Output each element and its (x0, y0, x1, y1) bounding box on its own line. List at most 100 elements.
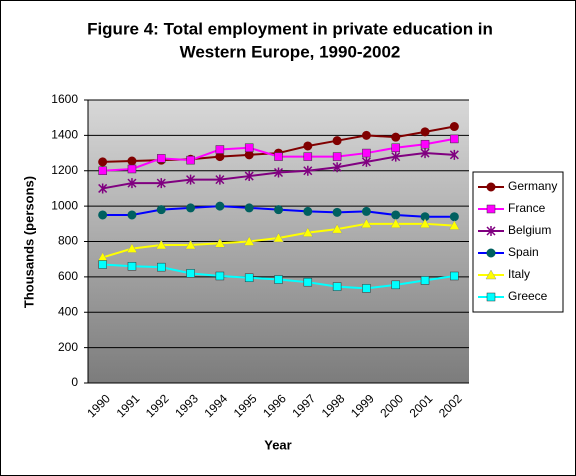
marker (332, 282, 342, 291)
legend-label: Spain (508, 245, 539, 259)
marker (215, 201, 225, 211)
y-tick-label: 1200 (51, 163, 78, 177)
marker (244, 273, 254, 283)
marker (420, 148, 430, 159)
marker (98, 210, 108, 220)
marker (331, 223, 343, 234)
marker (332, 136, 342, 146)
marker (361, 156, 371, 167)
marker (98, 166, 107, 175)
marker (127, 156, 137, 166)
marker (361, 206, 371, 216)
marker (157, 154, 166, 163)
marker (303, 152, 313, 161)
marker (186, 203, 196, 213)
marker (244, 150, 254, 160)
legend-label: Greece (508, 289, 548, 303)
chart-title: Western Europe, 1990-2002 (180, 42, 401, 61)
marker (98, 183, 108, 194)
marker (215, 174, 225, 185)
marker (419, 218, 431, 229)
chart-title: Figure 4: Total employment in private ed… (87, 19, 493, 38)
marker (244, 171, 254, 182)
marker (420, 139, 430, 149)
marker (420, 127, 430, 137)
marker (127, 262, 137, 271)
y-tick-label: 800 (58, 234, 78, 248)
marker (273, 167, 284, 178)
marker (186, 155, 195, 165)
y-tick-label: 200 (58, 340, 78, 354)
marker (332, 207, 342, 217)
marker (486, 248, 496, 258)
legend-label: Italy (508, 267, 530, 281)
marker (486, 182, 496, 192)
marker (362, 284, 371, 293)
marker (156, 178, 166, 189)
marker (361, 130, 371, 140)
marker (185, 239, 197, 250)
marker (391, 132, 401, 142)
legend-label: Germany (508, 179, 557, 193)
marker (448, 220, 460, 230)
marker (332, 152, 342, 161)
marker (243, 235, 255, 246)
marker (450, 134, 459, 144)
marker (303, 141, 313, 151)
marker (274, 205, 283, 215)
marker (156, 205, 166, 215)
marker (98, 157, 108, 167)
marker (98, 260, 107, 269)
marker (157, 262, 166, 272)
y-axis-title: Thousands (persons) (21, 176, 36, 308)
marker (390, 218, 402, 229)
marker (391, 151, 401, 162)
marker (215, 145, 225, 154)
marker (126, 243, 138, 253)
marker (214, 237, 226, 248)
y-tick-label: 0 (71, 375, 78, 389)
marker (332, 162, 342, 173)
marker (449, 149, 459, 160)
legend-box (472, 171, 564, 313)
marker (155, 239, 167, 250)
y-tick-label: 600 (58, 269, 78, 283)
y-tick-label: 1000 (51, 198, 78, 212)
x-axis-title: Year (264, 437, 291, 452)
marker (303, 165, 313, 176)
marker (360, 218, 372, 229)
marker (391, 210, 401, 220)
marker (450, 271, 459, 281)
y-tick-label: 1400 (51, 128, 78, 142)
legend-label: France (508, 201, 546, 215)
marker (449, 212, 459, 222)
marker (391, 280, 400, 290)
legend-label: Belgium (508, 223, 551, 237)
marker (486, 292, 496, 302)
y-tick-label: 1600 (51, 92, 78, 106)
marker (362, 148, 371, 158)
marker (449, 122, 459, 132)
marker (420, 276, 430, 285)
marker (186, 269, 195, 278)
marker (273, 232, 284, 243)
marker (302, 227, 314, 237)
marker (303, 206, 313, 216)
marker (486, 204, 496, 214)
marker (274, 152, 283, 161)
y-tick-label: 400 (58, 304, 78, 318)
marker (274, 275, 283, 284)
marker (486, 226, 496, 236)
marker (303, 277, 313, 287)
marker (215, 152, 225, 162)
marker (215, 271, 225, 281)
marker (127, 210, 137, 220)
marker (244, 203, 254, 213)
marker (485, 269, 497, 280)
marker (391, 143, 400, 153)
marker (244, 143, 254, 153)
marker (186, 174, 196, 185)
marker (127, 178, 137, 189)
marker (127, 164, 137, 174)
